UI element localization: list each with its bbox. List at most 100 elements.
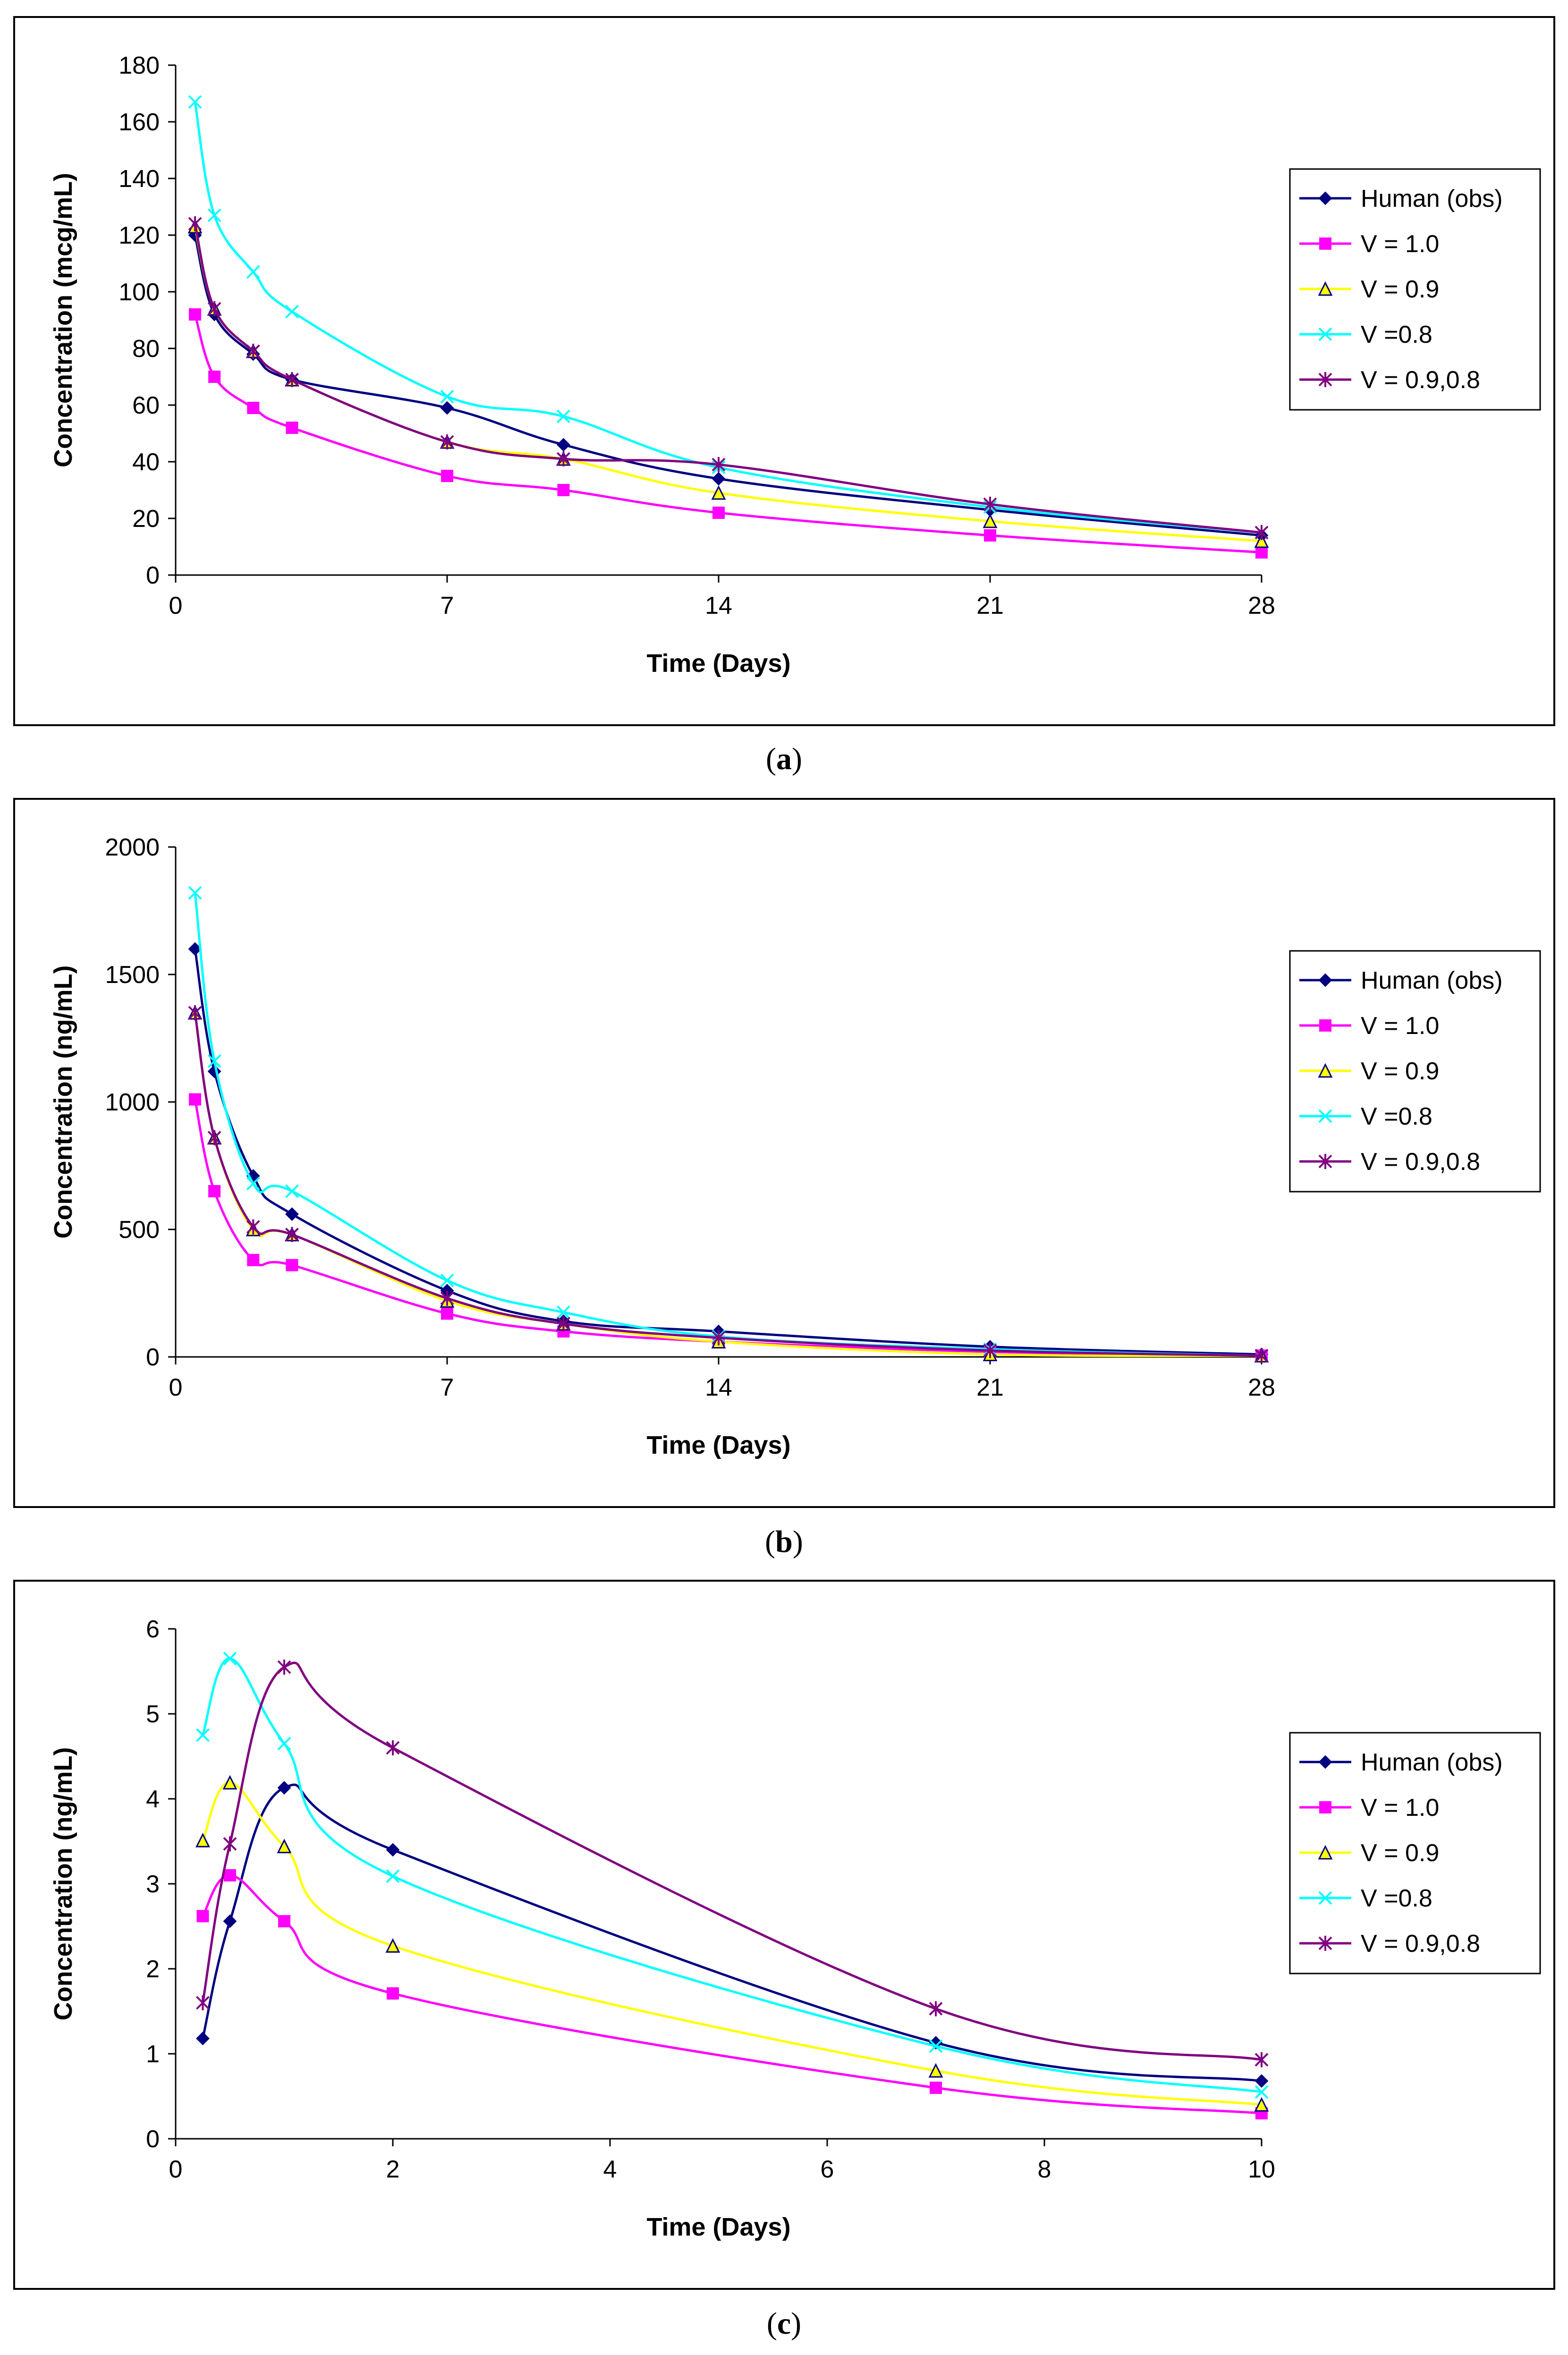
chart-c-series-1-point — [387, 1987, 399, 2000]
chart-a-x-tick-label: 0 — [169, 592, 183, 619]
chart-b-x-tick-label: 14 — [705, 1374, 732, 1401]
chart-a-legend-marker — [1318, 327, 1332, 341]
chart-a-x-tick-label: 14 — [705, 592, 732, 619]
chart-c-series-1-point — [224, 1869, 236, 1881]
chart-b-legend-label: V =0.8 — [1361, 1103, 1432, 1130]
chart-b-legend-marker — [1318, 973, 1332, 987]
chart-b-legend-label: V = 0.9 — [1361, 1058, 1439, 1085]
chart-c-series-line-3 — [202, 1657, 1262, 2093]
chart-b-y-tick-label: 2000 — [105, 834, 160, 861]
chart-a-series-1-point — [247, 402, 260, 414]
chart-b-series-line-0 — [194, 949, 1262, 1356]
chart-panel-b: 0 500 1000 1500 2000 0 7 14 21 28 Time (Days) Conce… — [13, 798, 1555, 1508]
chart-a-series-4-point — [188, 216, 202, 231]
chart-a-series-line-0 — [194, 235, 1262, 537]
chart-a-series-1-point — [557, 484, 570, 496]
chart-c-y-axis-label: Concentration (ng/mL) — [49, 1747, 77, 2021]
chart-b-y-tick-label: 1000 — [105, 1089, 160, 1116]
chart-b-y-axis-label: Concentration (ng/mL) — [49, 966, 77, 1239]
chart-a-y-tick-label: 80 — [132, 335, 160, 363]
chart-b-series-0-point — [285, 1207, 299, 1221]
chart-c-series-line-1 — [202, 1874, 1262, 2115]
chart-a-series-4-point — [557, 451, 570, 466]
chart-a-series-3-point — [188, 95, 202, 109]
chart-c-series-0-point — [1254, 2074, 1269, 2088]
chart-c-series-4-point — [386, 1740, 400, 1755]
chart-c-legend-label: V = 0.9 — [1361, 1839, 1439, 1867]
chart-c-x-axis-label: Time (Days) — [646, 2213, 790, 2241]
chart-a-x-tick-label: 7 — [441, 592, 454, 619]
chart-c-legend-label: V =0.8 — [1361, 1885, 1432, 1912]
chart-b-series-1-point — [189, 1093, 202, 1106]
chart-a-svg: 0 20 40 60 80 100 120 140 160 180 0 7 14 21 28 Time (Da… — [49, 52, 1541, 678]
chart-c-series-4-point — [1254, 2052, 1269, 2067]
chart-c-y-tick-label: 3 — [146, 1871, 160, 1898]
chart-c-x-tick-label: 0 — [169, 2156, 183, 2183]
chart-b-series-line-2 — [194, 1012, 1262, 1357]
chart-c-legend-marker — [1318, 1891, 1332, 1905]
chart-a-series-3-point — [440, 390, 454, 404]
chart-a-legend-label: V = 0.9 — [1361, 276, 1439, 303]
chart-b-series-4-point — [207, 1130, 221, 1145]
chart-b-x-axis-label: Time (Days) — [646, 1431, 790, 1459]
chart-b-series-3-point — [188, 886, 202, 900]
chart-c-x-tick-label: 10 — [1248, 2156, 1275, 2183]
chart-b-series-3-point — [557, 1305, 570, 1319]
chart-a-y-axis-label: Concentration (mcg/mL) — [49, 173, 77, 467]
chart-c-series-3-point — [196, 1728, 210, 1742]
chart-b-series-4-point — [246, 1219, 260, 1235]
chart-a-y-tick-label: 40 — [132, 449, 160, 476]
chart-a-y-tick-label: 100 — [119, 279, 160, 306]
chart-a-y-tick-label: 0 — [146, 562, 160, 589]
chart-a-series-line-3 — [194, 102, 1262, 534]
chart-c-x-tick-label: 8 — [1038, 2156, 1051, 2183]
chart-a-y-tick-label: 140 — [119, 165, 160, 193]
chart-a-y-tick-label: 180 — [119, 52, 160, 79]
chart-c-legend-marker — [1319, 1801, 1331, 1813]
chart-a-x-tick-label: 28 — [1248, 592, 1275, 619]
chart-c-y-tick-label: 5 — [146, 1701, 160, 1728]
chart-b-legend-marker — [1318, 1154, 1332, 1169]
chart-a-series-2-point — [983, 513, 998, 528]
chart-b-legend-label: V = 1.0 — [1361, 1012, 1439, 1040]
chart-c-legend-label: V = 1.0 — [1361, 1794, 1439, 1821]
chart-a-x-axis-label: Time (Days) — [646, 649, 790, 678]
chart-a-series-4-point — [285, 372, 299, 387]
chart-a-legend-marker — [1318, 191, 1332, 205]
chart-c-svg: 0 1 2 3 4 5 6 0 2 4 6 8 10 Time (Days) Concentration (… — [49, 1616, 1541, 2241]
chart-c-series-1-point — [930, 2082, 942, 2094]
chart-c-series-2-point — [277, 1838, 292, 1854]
chart-a-series-4-point — [246, 344, 260, 359]
chart-b-series-3-point — [207, 1054, 221, 1068]
chart-a-legend-label: V = 0.9,0.8 — [1361, 366, 1480, 394]
chart-a-series-0-point — [440, 401, 454, 415]
chart-a-series-4-point — [440, 434, 454, 449]
chart-a-series-line-4 — [194, 223, 1262, 534]
chart-b-legend-marker — [1318, 1063, 1333, 1078]
chart-c-y-tick-label: 1 — [146, 2041, 160, 2068]
chart-b-legend-marker — [1319, 1019, 1331, 1032]
caption-a: (a) — [766, 742, 802, 776]
chart-b-svg: 0 500 1000 1500 2000 0 7 14 21 28 Time (Days) Conce… — [49, 834, 1541, 1459]
chart-c-legend-label: V = 0.9,0.8 — [1361, 1930, 1480, 1957]
chart-c-series-4-point — [277, 1660, 291, 1675]
chart-b-y-tick-label: 0 — [146, 1344, 160, 1371]
chart-b-x-tick-label: 7 — [441, 1374, 454, 1401]
chart-b-series-3-point — [285, 1184, 299, 1198]
chart-b-series-line-3 — [194, 892, 1262, 1357]
chart-c-series-3-point — [277, 1737, 291, 1751]
chart-c-y-tick-label: 4 — [146, 1786, 160, 1813]
chart-b-legend-label: V = 0.9,0.8 — [1361, 1148, 1480, 1176]
chart-a-series-4-point — [1254, 525, 1269, 540]
chart-c-x-tick-label: 6 — [821, 2156, 834, 2183]
chart-a-series-3-point — [246, 265, 260, 279]
chart-c-series-0-point — [277, 1781, 291, 1795]
chart-b-series-4-point — [1254, 1348, 1269, 1364]
chart-a-series-line-2 — [194, 226, 1262, 542]
chart-b-series-1-point — [441, 1307, 453, 1320]
chart-b-legend-label: Human (obs) — [1361, 967, 1503, 994]
chart-a-series-4-point — [712, 457, 726, 472]
chart-a-series-3-point — [557, 409, 570, 424]
chart-c-series-4-point — [196, 1995, 210, 2010]
chart-a-series-0-point — [557, 438, 570, 452]
